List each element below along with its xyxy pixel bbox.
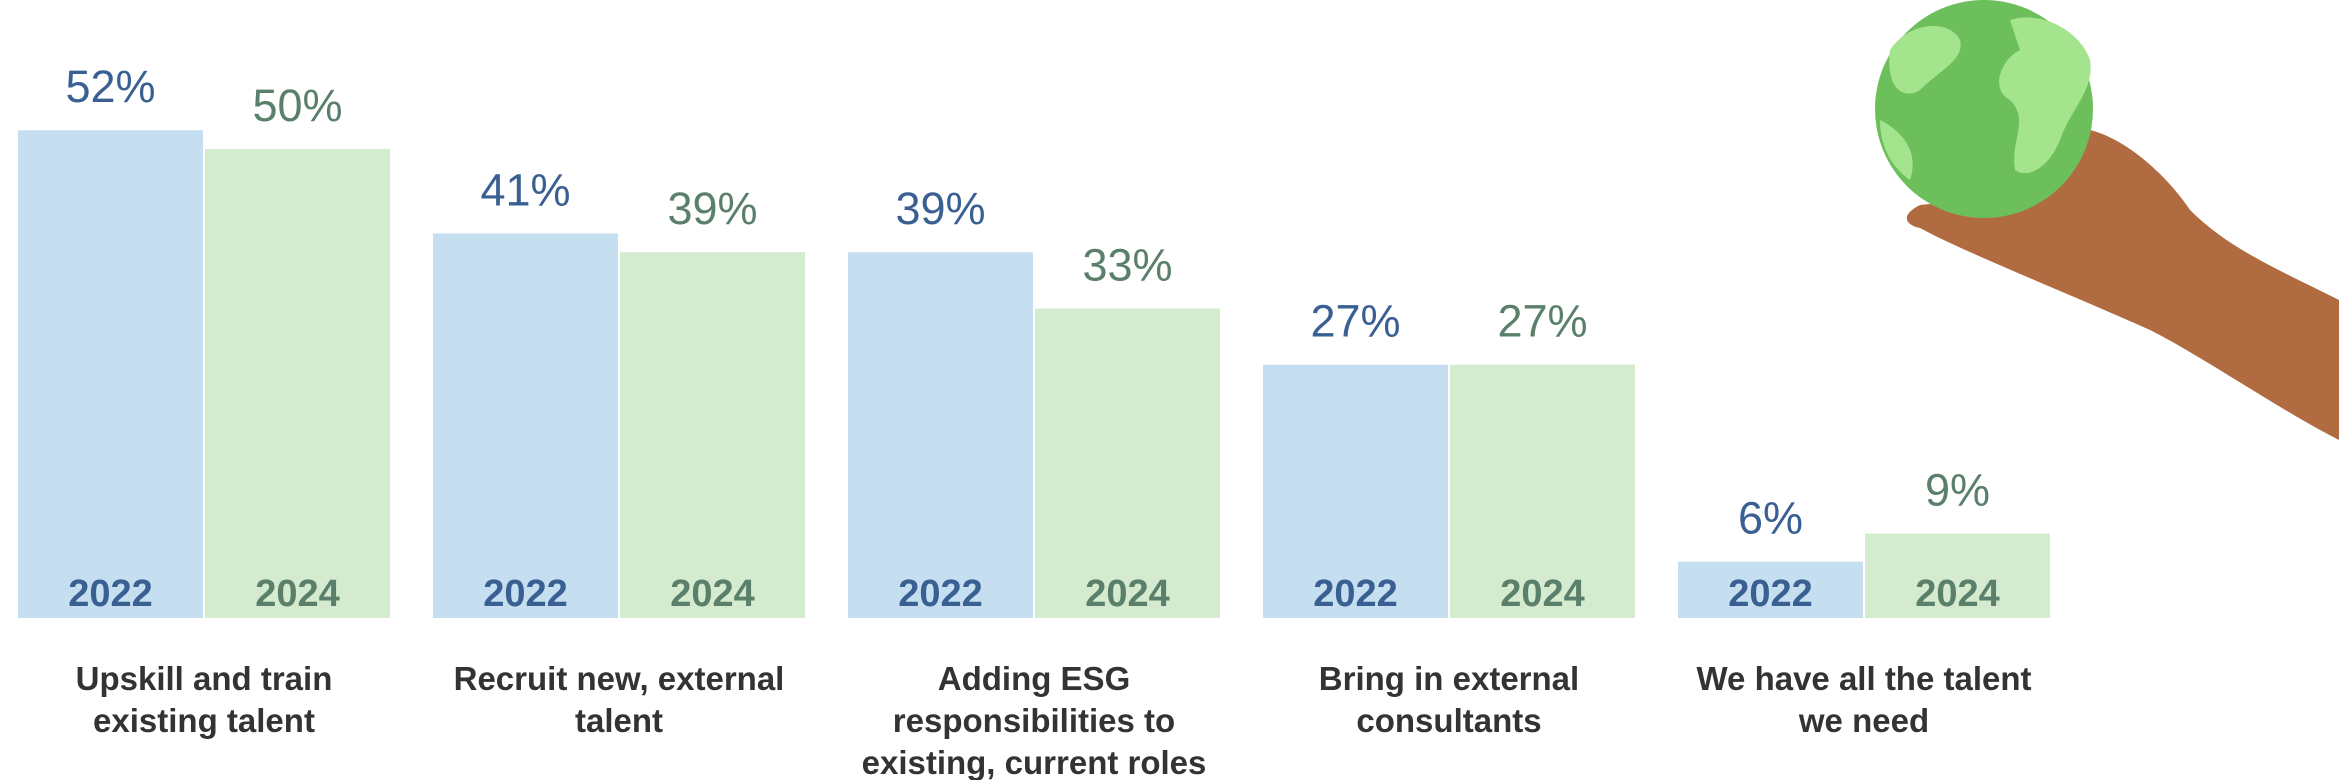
- category-label: Recruit new, external talent: [453, 660, 785, 739]
- bar: [848, 252, 1033, 618]
- bar: [620, 252, 805, 618]
- series-label: 2022: [483, 573, 568, 615]
- value-label: 41%: [480, 164, 570, 215]
- value-label: 27%: [1497, 296, 1587, 347]
- value-label: 52%: [65, 61, 155, 112]
- globe-land: [1889, 26, 1961, 94]
- bar: [18, 130, 203, 619]
- series-label: 2024: [1915, 573, 2000, 615]
- series-label: 2024: [1085, 573, 1170, 615]
- value-label: 50%: [252, 80, 342, 131]
- series-label: 2022: [68, 573, 153, 615]
- bar: [1035, 308, 1220, 618]
- bar: [1865, 533, 2050, 618]
- bar: [1678, 561, 1863, 618]
- category-label: Upskill and train existing talent: [75, 660, 333, 739]
- series-label: 2022: [1728, 573, 1813, 615]
- value-label: 9%: [1925, 464, 1990, 515]
- series-label: 2024: [670, 573, 755, 615]
- bar: [433, 233, 618, 619]
- globe-illustration: [1875, 0, 2339, 440]
- series-label: 2024: [255, 573, 340, 615]
- series-label: 2022: [1313, 573, 1398, 615]
- series-label: 2022: [898, 573, 983, 615]
- category-label: We have all the talent we need: [1696, 660, 2032, 739]
- globe-land: [1999, 17, 2091, 174]
- bar: [205, 149, 390, 618]
- value-label: 27%: [1310, 296, 1400, 347]
- category-label: Adding ESG responsibilities to existing,…: [861, 660, 1207, 780]
- value-label: 33%: [1082, 239, 1172, 290]
- bar: [1450, 364, 1635, 618]
- series-label: 2024: [1500, 573, 1585, 615]
- bar: [1263, 364, 1448, 618]
- globe-land: [1880, 120, 1913, 180]
- category-label: Bring in external consultants: [1318, 660, 1580, 739]
- value-label: 6%: [1738, 493, 1803, 544]
- value-label: 39%: [895, 183, 985, 234]
- value-label: 39%: [667, 183, 757, 234]
